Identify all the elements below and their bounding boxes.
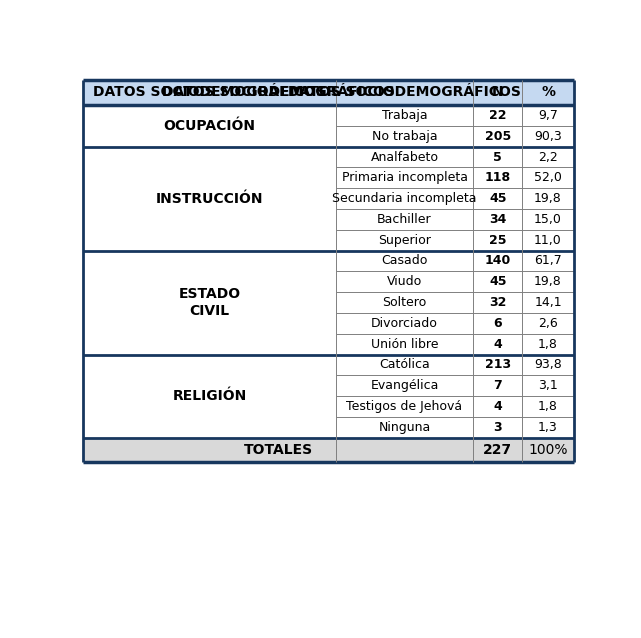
Bar bbox=[83, 438, 574, 463]
Text: 227: 227 bbox=[483, 443, 512, 457]
Text: 1,3: 1,3 bbox=[538, 421, 558, 434]
Text: OCUPACIÓN: OCUPACIÓN bbox=[163, 119, 256, 133]
Bar bbox=[83, 251, 574, 355]
Text: RELIGIÓN: RELIGIÓN bbox=[172, 389, 247, 403]
Text: 90,3: 90,3 bbox=[534, 130, 562, 143]
Text: 52,0: 52,0 bbox=[534, 172, 562, 184]
Text: 118: 118 bbox=[485, 172, 511, 184]
Text: INSTRUCCIÓN: INSTRUCCIÓN bbox=[156, 191, 263, 205]
Text: Divorciado: Divorciado bbox=[371, 317, 438, 330]
Text: 15,0: 15,0 bbox=[534, 213, 562, 226]
Text: 34: 34 bbox=[489, 213, 506, 226]
Text: 2,2: 2,2 bbox=[538, 151, 558, 163]
Text: 100%: 100% bbox=[528, 443, 568, 457]
Text: 93,8: 93,8 bbox=[534, 359, 562, 371]
Text: N: N bbox=[492, 85, 504, 100]
Text: 205: 205 bbox=[485, 130, 511, 143]
Text: DATOS SOCIODEMOGRÁFICOS: DATOS SOCIODEMOGRÁFICOS bbox=[93, 85, 326, 100]
Text: Evangélica: Evangélica bbox=[370, 379, 438, 392]
Text: Ninguna: Ninguna bbox=[378, 421, 431, 434]
Text: DATOS SOCIODEMOGRÁFICOS: DATOS SOCIODEMOGRÁFICOS bbox=[288, 85, 521, 100]
Text: TOTALES: TOTALES bbox=[244, 443, 313, 457]
Bar bbox=[83, 355, 574, 438]
Text: 61,7: 61,7 bbox=[534, 255, 562, 267]
Text: Unión libre: Unión libre bbox=[370, 338, 438, 351]
Text: Superior: Superior bbox=[378, 234, 431, 247]
Text: Analfabeto: Analfabeto bbox=[370, 151, 438, 163]
Text: %: % bbox=[541, 85, 555, 100]
Text: 3: 3 bbox=[494, 421, 502, 434]
Text: 32: 32 bbox=[489, 296, 506, 309]
Text: 140: 140 bbox=[485, 255, 511, 267]
Text: Trabaja: Trabaja bbox=[382, 109, 428, 122]
Bar bbox=[83, 147, 574, 251]
Text: 7: 7 bbox=[494, 379, 502, 392]
Text: No trabaja: No trabaja bbox=[372, 130, 437, 143]
Text: 19,8: 19,8 bbox=[534, 275, 562, 288]
Text: 45: 45 bbox=[489, 275, 506, 288]
Text: Católica: Católica bbox=[379, 359, 430, 371]
Text: 4: 4 bbox=[494, 338, 502, 351]
Text: 14,1: 14,1 bbox=[534, 296, 562, 309]
Text: 19,8: 19,8 bbox=[534, 192, 562, 205]
Text: Bachiller: Bachiller bbox=[378, 213, 432, 226]
Text: 45: 45 bbox=[489, 192, 506, 205]
Text: 1,8: 1,8 bbox=[538, 338, 558, 351]
Text: Secundaria incompleta: Secundaria incompleta bbox=[332, 192, 477, 205]
Text: 6: 6 bbox=[494, 317, 502, 330]
Text: 11,0: 11,0 bbox=[534, 234, 562, 247]
Bar bbox=[83, 105, 574, 147]
Text: 2,6: 2,6 bbox=[538, 317, 558, 330]
Text: ESTADO
CIVIL: ESTADO CIVIL bbox=[178, 288, 240, 318]
Text: 213: 213 bbox=[485, 359, 511, 371]
Text: Testigos de Jehová: Testigos de Jehová bbox=[347, 400, 463, 413]
Text: DATOS SOCIODEMOGRÁFICOS: DATOS SOCIODEMOGRÁFICOS bbox=[162, 85, 395, 100]
Text: 22: 22 bbox=[489, 109, 506, 122]
Text: 9,7: 9,7 bbox=[538, 109, 558, 122]
Text: 4: 4 bbox=[494, 400, 502, 413]
Text: Viudo: Viudo bbox=[387, 275, 422, 288]
Text: 25: 25 bbox=[489, 234, 506, 247]
Bar bbox=[83, 80, 574, 105]
Text: 1,8: 1,8 bbox=[538, 400, 558, 413]
Text: 3,1: 3,1 bbox=[538, 379, 558, 392]
Text: Soltero: Soltero bbox=[383, 296, 427, 309]
Text: 5: 5 bbox=[494, 151, 502, 163]
Text: Primaria incompleta: Primaria incompleta bbox=[342, 172, 467, 184]
Text: Casado: Casado bbox=[381, 255, 428, 267]
